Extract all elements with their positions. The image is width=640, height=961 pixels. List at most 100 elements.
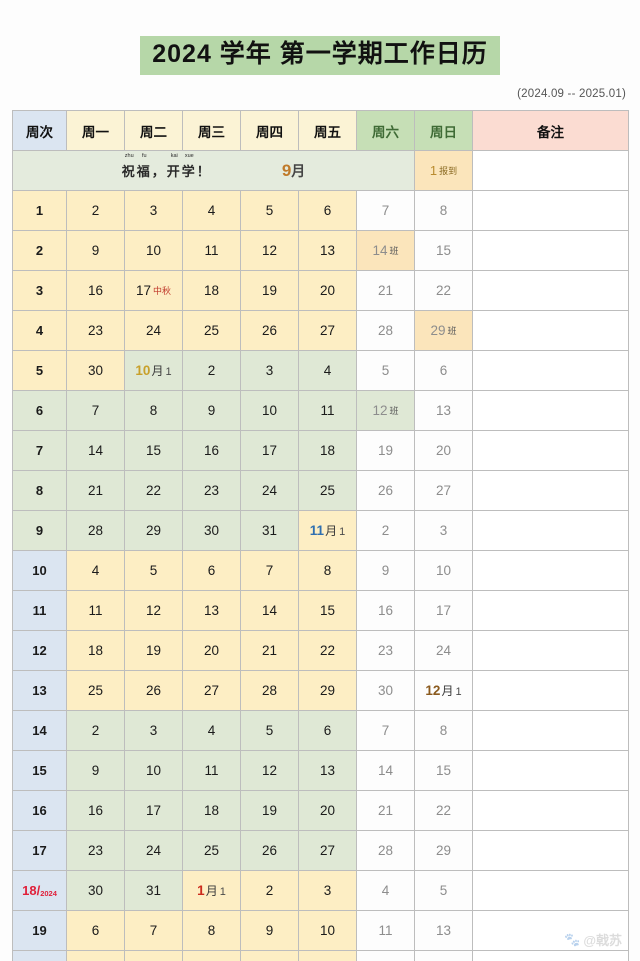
day-cell[interactable]: 6 <box>298 190 357 231</box>
day-cell[interactable]: 10 <box>124 750 183 791</box>
day-cell[interactable]: 17 <box>240 430 299 471</box>
day-cell[interactable]: 14 <box>356 750 415 791</box>
day-cell[interactable]: 26 <box>124 670 183 711</box>
day-cell[interactable]: 29 <box>298 670 357 711</box>
day-cell[interactable]: 14 <box>66 430 125 471</box>
day-cell[interactable]: 3 <box>124 710 183 751</box>
day-cell[interactable]: 15 <box>182 950 241 961</box>
day-cell[interactable]: 1月 1 <box>182 870 241 911</box>
week-number-cell[interactable]: 6 <box>12 390 67 431</box>
day-cell[interactable]: 24 <box>240 470 299 511</box>
day-cell[interactable]: 25 <box>182 310 241 351</box>
day-cell[interactable]: 9 <box>182 390 241 431</box>
day-cell[interactable]: 8 <box>414 190 473 231</box>
day-cell[interactable]: 11 <box>182 230 241 271</box>
day-cell[interactable]: 6 <box>182 550 241 591</box>
day-cell[interactable]: 8 <box>298 550 357 591</box>
week-number-cell[interactable]: 9 <box>12 510 67 551</box>
day-cell[interactable]: 16 <box>66 790 125 831</box>
week-number-cell[interactable]: 15 <box>12 750 67 791</box>
day-cell[interactable]: 20 <box>182 630 241 671</box>
week-number-cell[interactable]: 10 <box>12 550 67 591</box>
day-cell[interactable]: 22 <box>414 790 473 831</box>
day-cell[interactable]: 12 <box>240 230 299 271</box>
day-cell[interactable]: 31 <box>124 870 183 911</box>
day-cell[interactable]: 18 <box>182 790 241 831</box>
day-cell[interactable]: 11 <box>298 390 357 431</box>
week-number-cell[interactable]: 8 <box>12 470 67 511</box>
day-cell[interactable]: 16 <box>182 430 241 471</box>
day-cell[interactable]: 20 <box>298 790 357 831</box>
day-cell[interactable]: 29 班 <box>414 310 473 351</box>
day-cell[interactable]: 9 <box>356 550 415 591</box>
day-cell[interactable]: 9 <box>66 750 125 791</box>
day-cell[interactable]: 17 <box>414 590 473 631</box>
day-cell[interactable]: 5 <box>240 710 299 751</box>
day-cell[interactable]: 13 <box>414 390 473 431</box>
week-number-cell[interactable]: 3 <box>12 270 67 311</box>
week-number-cell[interactable]: 16 <box>12 790 67 831</box>
week-number-cell[interactable]: 17 <box>12 830 67 871</box>
day-cell[interactable]: 3 <box>298 870 357 911</box>
day-cell[interactable]: 4 <box>66 550 125 591</box>
day-cell[interactable]: 19 <box>240 270 299 311</box>
day-cell[interactable]: 23 <box>66 310 125 351</box>
day-cell[interactable]: 16 <box>356 590 415 631</box>
remark-cell[interactable] <box>472 390 629 431</box>
day-cell[interactable]: 7 <box>66 390 125 431</box>
day-cell[interactable]: 16 <box>66 270 125 311</box>
day-cell[interactable]: 4 <box>182 190 241 231</box>
day-cell[interactable]: 5 <box>356 350 415 391</box>
day-cell[interactable]: 26 <box>356 470 415 511</box>
day-cell[interactable]: 6 <box>298 710 357 751</box>
remark-cell[interactable] <box>472 550 629 591</box>
day-cell[interactable]: 25 <box>182 830 241 871</box>
day-cell[interactable]: 17 <box>298 950 357 961</box>
day-cell[interactable]: 18 <box>356 950 415 961</box>
remark-cell[interactable] <box>472 430 629 471</box>
day-cell[interactable]: 9 <box>240 910 299 951</box>
day-cell[interactable]: 3 <box>414 510 473 551</box>
remark-cell[interactable] <box>472 590 629 631</box>
day-cell[interactable]: 29 <box>414 830 473 871</box>
week-number-cell[interactable]: 7 <box>12 430 67 471</box>
day-cell[interactable]: 7 <box>240 550 299 591</box>
day-cell[interactable]: 17 中秋 <box>124 270 183 311</box>
day-cell[interactable]: 15 <box>414 230 473 271</box>
day-cell[interactable]: 5 <box>414 870 473 911</box>
week-number-cell[interactable]: 18/2024 <box>12 870 67 911</box>
week-number-cell[interactable]: 19 <box>12 910 67 951</box>
day-cell[interactable]: 3 <box>124 190 183 231</box>
remark-cell[interactable] <box>472 510 629 551</box>
day-cell[interactable]: 9 <box>66 230 125 271</box>
day-cell[interactable]: 30 <box>356 670 415 711</box>
day-cell[interactable]: 25 <box>298 470 357 511</box>
remark-cell[interactable] <box>472 230 629 271</box>
day-cell[interactable]: 7 <box>356 190 415 231</box>
day-cell[interactable]: 11月 1 <box>298 510 357 551</box>
day-cell[interactable]: 13 <box>298 750 357 791</box>
day-cell[interactable]: 10 <box>414 550 473 591</box>
day-cell[interactable]: 4 <box>356 870 415 911</box>
day-cell[interactable]: 8 <box>124 390 183 431</box>
day-cell[interactable]: 23 <box>182 470 241 511</box>
day-cell[interactable]: 28 <box>356 310 415 351</box>
week-number-cell[interactable]: 20 <box>12 950 67 961</box>
day-cell[interactable]: 29 <box>124 510 183 551</box>
day-cell[interactable]: 16 <box>240 950 299 961</box>
day-cell[interactable]: 13 <box>66 950 125 961</box>
day-cell[interactable]: 22 <box>298 630 357 671</box>
day-cell[interactable]: 28 <box>356 830 415 871</box>
day-cell[interactable]: 18 <box>182 270 241 311</box>
day-cell[interactable]: 28 <box>240 670 299 711</box>
remark-cell[interactable] <box>472 710 629 751</box>
day-cell[interactable]: 10 <box>298 910 357 951</box>
day-cell[interactable]: 3 <box>240 350 299 391</box>
day-cell[interactable]: 14 <box>240 590 299 631</box>
day-cell[interactable]: 2 <box>66 710 125 751</box>
day-cell[interactable]: 11 <box>182 750 241 791</box>
day-cell[interactable]: 15 <box>414 750 473 791</box>
day-cell[interactable]: 11 <box>356 910 415 951</box>
day-cell[interactable]: 30 <box>66 350 125 391</box>
remark-cell[interactable] <box>472 750 629 791</box>
